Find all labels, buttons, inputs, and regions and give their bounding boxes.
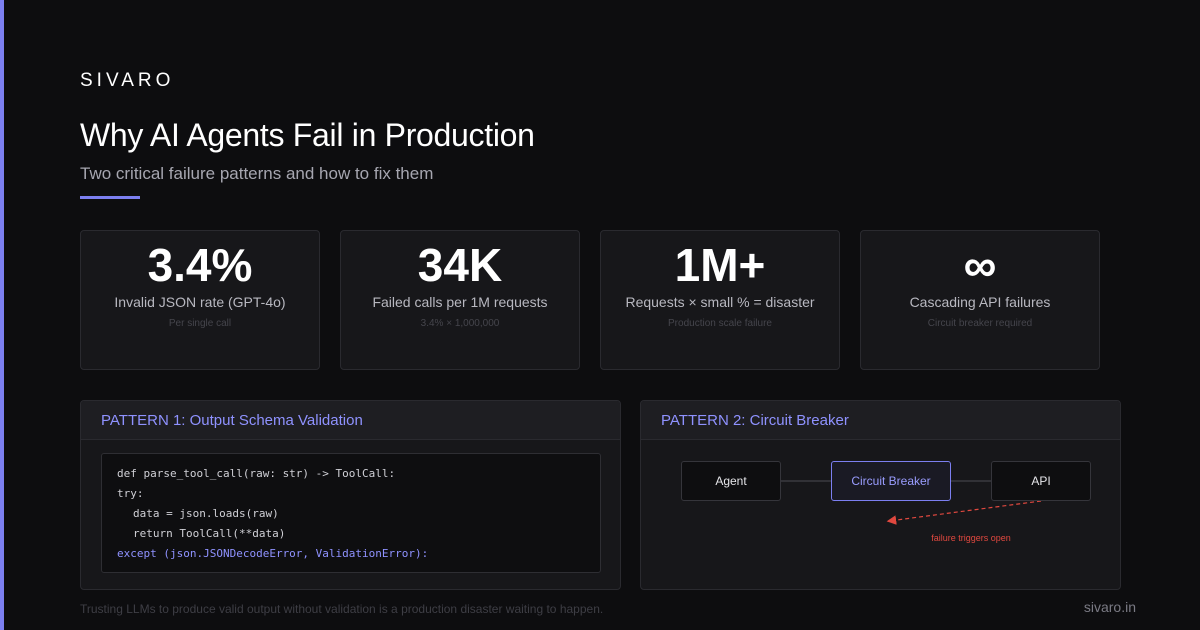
failure-arrow <box>886 500 1042 525</box>
code-line: except (json.JSONDecodeError, Validation… <box>117 547 429 560</box>
page-subtitle: Two critical failure patterns and how to… <box>80 164 434 183</box>
code-line: try: <box>117 487 144 500</box>
stat-value: ∞ <box>963 239 997 291</box>
stat-label: Invalid JSON rate (GPT-4o) <box>114 294 286 310</box>
code-line: return ToolCall(**data) <box>133 527 286 540</box>
code-block: def parse_tool_call(raw: str) -> ToolCal… <box>101 453 601 573</box>
agent-node: Agent <box>681 461 781 501</box>
left-accent-bar <box>0 0 4 630</box>
circuit-breaker-node: Circuit Breaker <box>831 461 951 501</box>
stat-note: Per single call <box>168 318 232 329</box>
stat-label: Cascading API failures <box>909 294 1051 310</box>
stat-note: 3.4% × 1,000,000 <box>420 318 500 329</box>
stat-value: 1M+ <box>674 239 766 291</box>
pattern-2-panel: PATTERN 2: Circuit Breaker failure trigg… <box>640 400 1121 590</box>
footer-url[interactable]: sivaro.in <box>1083 599 1136 615</box>
pattern-1-panel: PATTERN 1: Output Schema Validation def … <box>80 400 621 590</box>
api-node: API <box>991 461 1091 501</box>
stat-label: Requests × small % = disaster <box>625 294 815 310</box>
page-title: Why AI Agents Fail in Production <box>80 117 535 153</box>
pattern-1-title: PATTERN 1: Output Schema Validation <box>81 401 620 440</box>
footer-note: Trusting LLMs to produce valid output wi… <box>80 602 604 616</box>
stat-card-failed-calls: 34K Failed calls per 1M requests 3.4% × … <box>340 230 580 370</box>
title-underline <box>80 196 140 199</box>
stat-card-requests: 1M+ Requests × small % = disaster Produc… <box>600 230 840 370</box>
pattern-2-title: PATTERN 2: Circuit Breaker <box>641 401 1120 440</box>
failure-label: failure triggers open <box>931 533 1011 543</box>
code-line: def parse_tool_call(raw: str) -> ToolCal… <box>117 467 396 480</box>
stat-note: Circuit breaker required <box>927 318 1033 329</box>
brand-logo-text: SIVARO <box>80 70 175 91</box>
code-line: data = json.loads(raw) <box>133 507 279 520</box>
stat-value: 34K <box>417 239 503 291</box>
stat-label: Failed calls per 1M requests <box>372 294 548 310</box>
stat-card-cascading: ∞ Cascading API failures Circuit breaker… <box>860 230 1100 370</box>
circuit-diagram-connectors: failure triggers open <box>781 480 1042 543</box>
stat-note: Production scale failure <box>668 318 772 329</box>
stat-value: 3.4% <box>147 239 253 291</box>
stat-card-json-rate: 3.4% Invalid JSON rate (GPT-4o) Per sing… <box>80 230 320 370</box>
